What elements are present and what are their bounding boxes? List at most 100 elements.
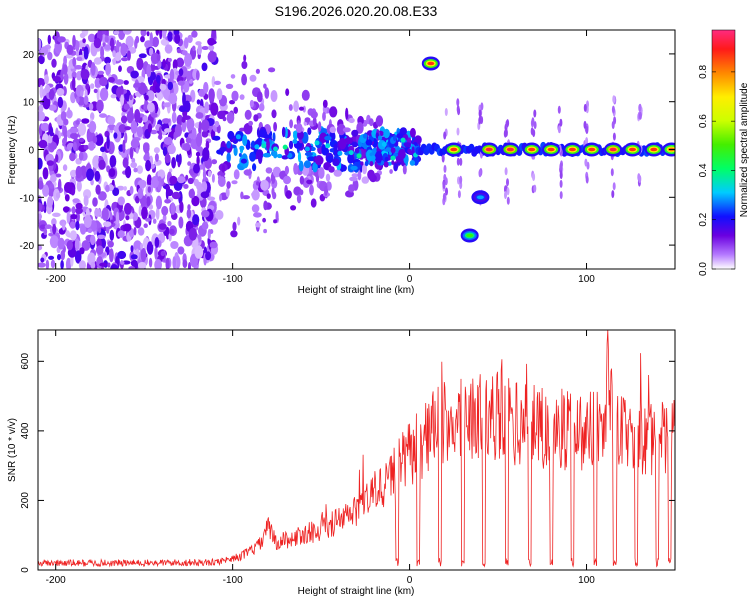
- spectrogram-blob: [83, 144, 90, 150]
- spectrogram-blob: [456, 127, 460, 136]
- colorbar-tick-label: 0.2: [698, 212, 709, 226]
- spectrogram-blob: [345, 107, 349, 120]
- spectrogram-blob: [400, 137, 406, 143]
- spectrogram-blob: [143, 143, 150, 154]
- spectrogram-blob: [50, 259, 56, 269]
- spectrogram-blob: [207, 196, 216, 201]
- spectrogram-blob: [65, 230, 70, 237]
- spectrogram-blob: [285, 88, 290, 96]
- spectrogram-y-tick-label: 10: [23, 98, 35, 109]
- spectrogram-blob: [88, 102, 94, 111]
- spectrogram-blob: [146, 241, 154, 255]
- spectrogram-blob: [167, 144, 176, 155]
- spectrogram-blob: [44, 84, 51, 94]
- spectrogram-blob: [169, 228, 175, 235]
- spectrogram-blob: [93, 37, 102, 49]
- spectrogram-blob: [97, 70, 105, 75]
- spectrogram-blob: [229, 100, 235, 105]
- spectrogram-blob: [162, 58, 166, 68]
- spectrogram-blob: [585, 137, 589, 146]
- spectrogram-blob: [138, 53, 147, 59]
- spectrogram-blob: [109, 155, 117, 168]
- spectrogram-blob: [263, 228, 267, 234]
- spectrogram-x-tick-label: -100: [223, 274, 243, 285]
- spectrogram-blob: [296, 194, 302, 204]
- spectrogram-blob: [143, 223, 148, 228]
- spectrogram-blob: [78, 151, 84, 161]
- spectrogram-blob: [369, 152, 376, 157]
- spectrogram-blob: [365, 139, 373, 146]
- spectrogram-blob: [81, 118, 90, 124]
- spectrogram-blob: [162, 214, 167, 222]
- spectrogram-blob: [193, 163, 200, 174]
- spectrogram-blob: [155, 207, 160, 220]
- spectrogram-blob: [201, 221, 209, 230]
- spectrogram-blob: [105, 184, 110, 193]
- spectrogram-blob: [130, 245, 134, 253]
- spectrogram-blob: [307, 127, 312, 135]
- spectrogram-blob: [64, 182, 73, 193]
- spectrogram-blob: [325, 173, 331, 182]
- spectrogram-blob: [55, 192, 61, 199]
- spectrogram-blob: [611, 121, 615, 129]
- spectrogram-blob: [62, 164, 68, 172]
- spectrogram-blob: [333, 143, 338, 156]
- spectrogram-blob: [314, 155, 324, 166]
- spectrogram-blob: [129, 146, 134, 160]
- spectrogram-blob: [250, 140, 256, 149]
- spectrogram-blob: [155, 83, 162, 93]
- spectrogram-blob: [237, 216, 241, 226]
- spectrogram-blob: [177, 80, 185, 86]
- spectrogram-blob: [207, 51, 217, 63]
- spectrogram-blob: [66, 240, 74, 251]
- spectrogram-blob: [171, 111, 177, 124]
- spectrogram-blob: [324, 185, 328, 196]
- spectrogram-blob: [137, 179, 147, 189]
- spectrogram-blob: [42, 167, 49, 180]
- spectrogram-blob: [75, 165, 83, 179]
- spectrogram-blob: [146, 196, 151, 207]
- spectrogram-blob: [303, 160, 312, 169]
- spectrogram-blob: [44, 74, 49, 85]
- spectrogram-blob: [266, 193, 271, 199]
- spectrogram-blob: [126, 110, 134, 124]
- spectrogram-blob: [125, 215, 130, 221]
- spectrogram-blob: [130, 138, 140, 149]
- spectrogram-blob: [333, 169, 342, 177]
- spectrogram-blob: [55, 154, 59, 163]
- spectrogram-blob: [309, 184, 314, 196]
- spectrogram-blob: [559, 179, 563, 188]
- spectrogram-blob: [51, 218, 57, 226]
- spectrogram-blob: [347, 153, 354, 164]
- spectrogram-blob: [249, 74, 257, 82]
- spectrogram-y-tick-label: -10: [20, 193, 35, 204]
- spectrogram-blob: [129, 105, 133, 115]
- spectrogram-blob: [92, 135, 98, 144]
- spectrogram-blob: [233, 146, 238, 157]
- spectrogram-blob: [209, 229, 214, 234]
- spectrogram-blob: [374, 151, 383, 164]
- spectrogram-blob: [74, 250, 82, 264]
- spectrogram-blob: [63, 55, 67, 66]
- spectrogram-blob: [72, 198, 80, 204]
- spectrogram-blob: [38, 139, 48, 149]
- spectrogram-blob: [188, 188, 195, 199]
- spectrogram-blob: [310, 198, 317, 208]
- spectrogram-blob: [393, 163, 398, 172]
- spectrogram-blob: [188, 227, 198, 241]
- spectrogram-blob: [211, 159, 218, 165]
- spectrogram-blob: [129, 185, 134, 195]
- spectrogram-blob: [255, 68, 260, 74]
- spectrogram-blob: [66, 211, 71, 224]
- spectrogram-blob: [192, 214, 200, 226]
- spectrogram-blob: [175, 57, 185, 68]
- spectrogram-blob: [650, 147, 658, 152]
- spectrogram-blob: [197, 43, 202, 56]
- spectrogram-blob: [76, 180, 82, 192]
- spectrogram-blob: [113, 30, 120, 35]
- spectrogram-blob: [217, 176, 226, 188]
- spectrogram-blob: [57, 96, 64, 109]
- spectrogram-blob: [124, 126, 132, 131]
- spectrogram-blob: [588, 147, 596, 152]
- spectrogram-blob: [124, 132, 128, 144]
